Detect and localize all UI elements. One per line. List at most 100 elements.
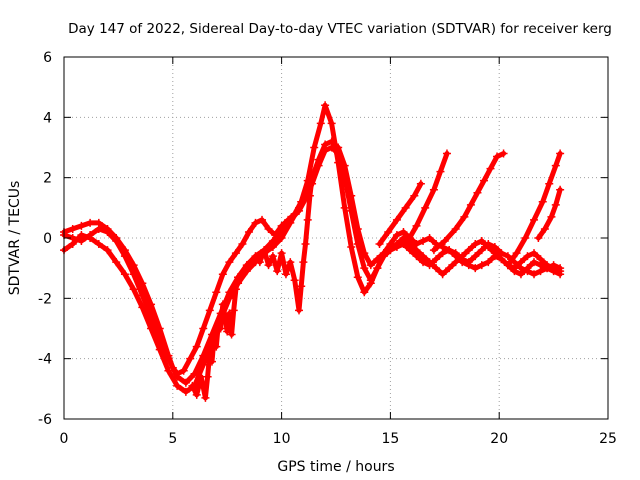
data-point bbox=[460, 212, 469, 221]
data-point bbox=[503, 261, 512, 270]
data-point bbox=[429, 185, 438, 194]
data-point bbox=[547, 212, 556, 221]
data-point bbox=[503, 252, 512, 261]
data-point bbox=[551, 200, 560, 209]
y-axis-label: SDTVAR / TECUs bbox=[7, 181, 23, 296]
data-point bbox=[173, 372, 182, 381]
data-point bbox=[138, 291, 147, 300]
data-point bbox=[471, 264, 480, 273]
data-point bbox=[516, 258, 525, 267]
data-point bbox=[277, 249, 286, 258]
data-point bbox=[521, 234, 530, 242]
series-trace bbox=[505, 151, 563, 268]
data-point bbox=[493, 152, 502, 161]
data-point bbox=[347, 206, 356, 215]
data-point bbox=[260, 246, 269, 255]
x-tick-label: 5 bbox=[168, 431, 177, 447]
data-point bbox=[534, 234, 543, 242]
data-point bbox=[147, 312, 156, 321]
data-point bbox=[295, 306, 304, 315]
data-point bbox=[458, 252, 467, 261]
data-point bbox=[77, 221, 86, 230]
data-point bbox=[242, 261, 251, 270]
data-point bbox=[210, 333, 219, 342]
data-point bbox=[286, 258, 295, 267]
series-3 bbox=[60, 143, 565, 387]
data-point bbox=[273, 267, 282, 276]
data-point bbox=[290, 276, 299, 285]
data-point bbox=[360, 288, 369, 297]
data-point bbox=[286, 215, 295, 224]
data-point bbox=[432, 255, 441, 264]
data-point bbox=[538, 197, 547, 206]
axis-ticks: 0 5 10 15 20 25 -6 -4 -2 0 2 4 6 bbox=[38, 50, 617, 447]
data-point bbox=[216, 324, 225, 333]
data-point bbox=[436, 167, 445, 176]
data-point bbox=[181, 378, 190, 387]
data-point bbox=[466, 200, 475, 209]
data-point bbox=[530, 215, 539, 224]
series-10 bbox=[255, 173, 317, 315]
data-point bbox=[212, 288, 221, 297]
data-point bbox=[403, 237, 412, 246]
data-point bbox=[438, 270, 447, 279]
data-point bbox=[303, 215, 312, 224]
data-point bbox=[268, 252, 277, 261]
data-point bbox=[192, 342, 201, 351]
data-point bbox=[258, 215, 267, 224]
data-point bbox=[429, 246, 438, 255]
data-point bbox=[384, 227, 393, 236]
data-point bbox=[386, 246, 395, 255]
data-point bbox=[379, 252, 388, 261]
data-point bbox=[192, 390, 201, 399]
data-point bbox=[179, 366, 188, 375]
data-point bbox=[366, 276, 375, 285]
data-point bbox=[205, 306, 214, 315]
data-point bbox=[484, 258, 493, 267]
data-point bbox=[471, 240, 480, 249]
data-point bbox=[120, 252, 129, 261]
data-point bbox=[490, 249, 499, 258]
data-point bbox=[499, 149, 508, 158]
data-point bbox=[155, 333, 164, 342]
data-point bbox=[334, 149, 343, 158]
series-9 bbox=[188, 273, 243, 402]
data-point bbox=[445, 246, 454, 255]
data-point bbox=[164, 354, 173, 363]
data-point bbox=[353, 240, 362, 249]
series-8 bbox=[534, 185, 565, 242]
series-trace bbox=[377, 181, 424, 247]
data-point bbox=[551, 161, 560, 170]
data-point bbox=[86, 218, 95, 227]
series-6 bbox=[429, 149, 508, 255]
data-point bbox=[536, 255, 545, 264]
data-point bbox=[421, 203, 430, 212]
data-point bbox=[218, 300, 227, 309]
data-point bbox=[438, 249, 447, 258]
data-series bbox=[60, 101, 565, 402]
series-trace bbox=[405, 151, 450, 244]
data-point bbox=[327, 119, 336, 128]
data-point bbox=[164, 366, 173, 375]
data-point bbox=[173, 381, 182, 390]
data-point bbox=[77, 237, 86, 246]
data-point bbox=[301, 240, 310, 249]
data-point bbox=[545, 179, 554, 188]
data-point bbox=[366, 261, 375, 270]
chart-title: Day 147 of 2022, Sidereal Day-to-day VTE… bbox=[68, 21, 612, 37]
data-point bbox=[536, 267, 545, 276]
data-point bbox=[112, 237, 121, 246]
data-point bbox=[186, 354, 195, 363]
data-point bbox=[94, 224, 103, 233]
data-point bbox=[201, 393, 210, 402]
data-point bbox=[255, 258, 264, 267]
data-point bbox=[392, 215, 401, 224]
data-point bbox=[399, 234, 408, 242]
x-tick-label: 10 bbox=[273, 431, 291, 447]
data-point bbox=[281, 270, 290, 279]
data-point bbox=[523, 252, 532, 261]
data-point bbox=[251, 252, 260, 261]
data-point bbox=[471, 252, 480, 261]
data-point bbox=[190, 369, 199, 378]
